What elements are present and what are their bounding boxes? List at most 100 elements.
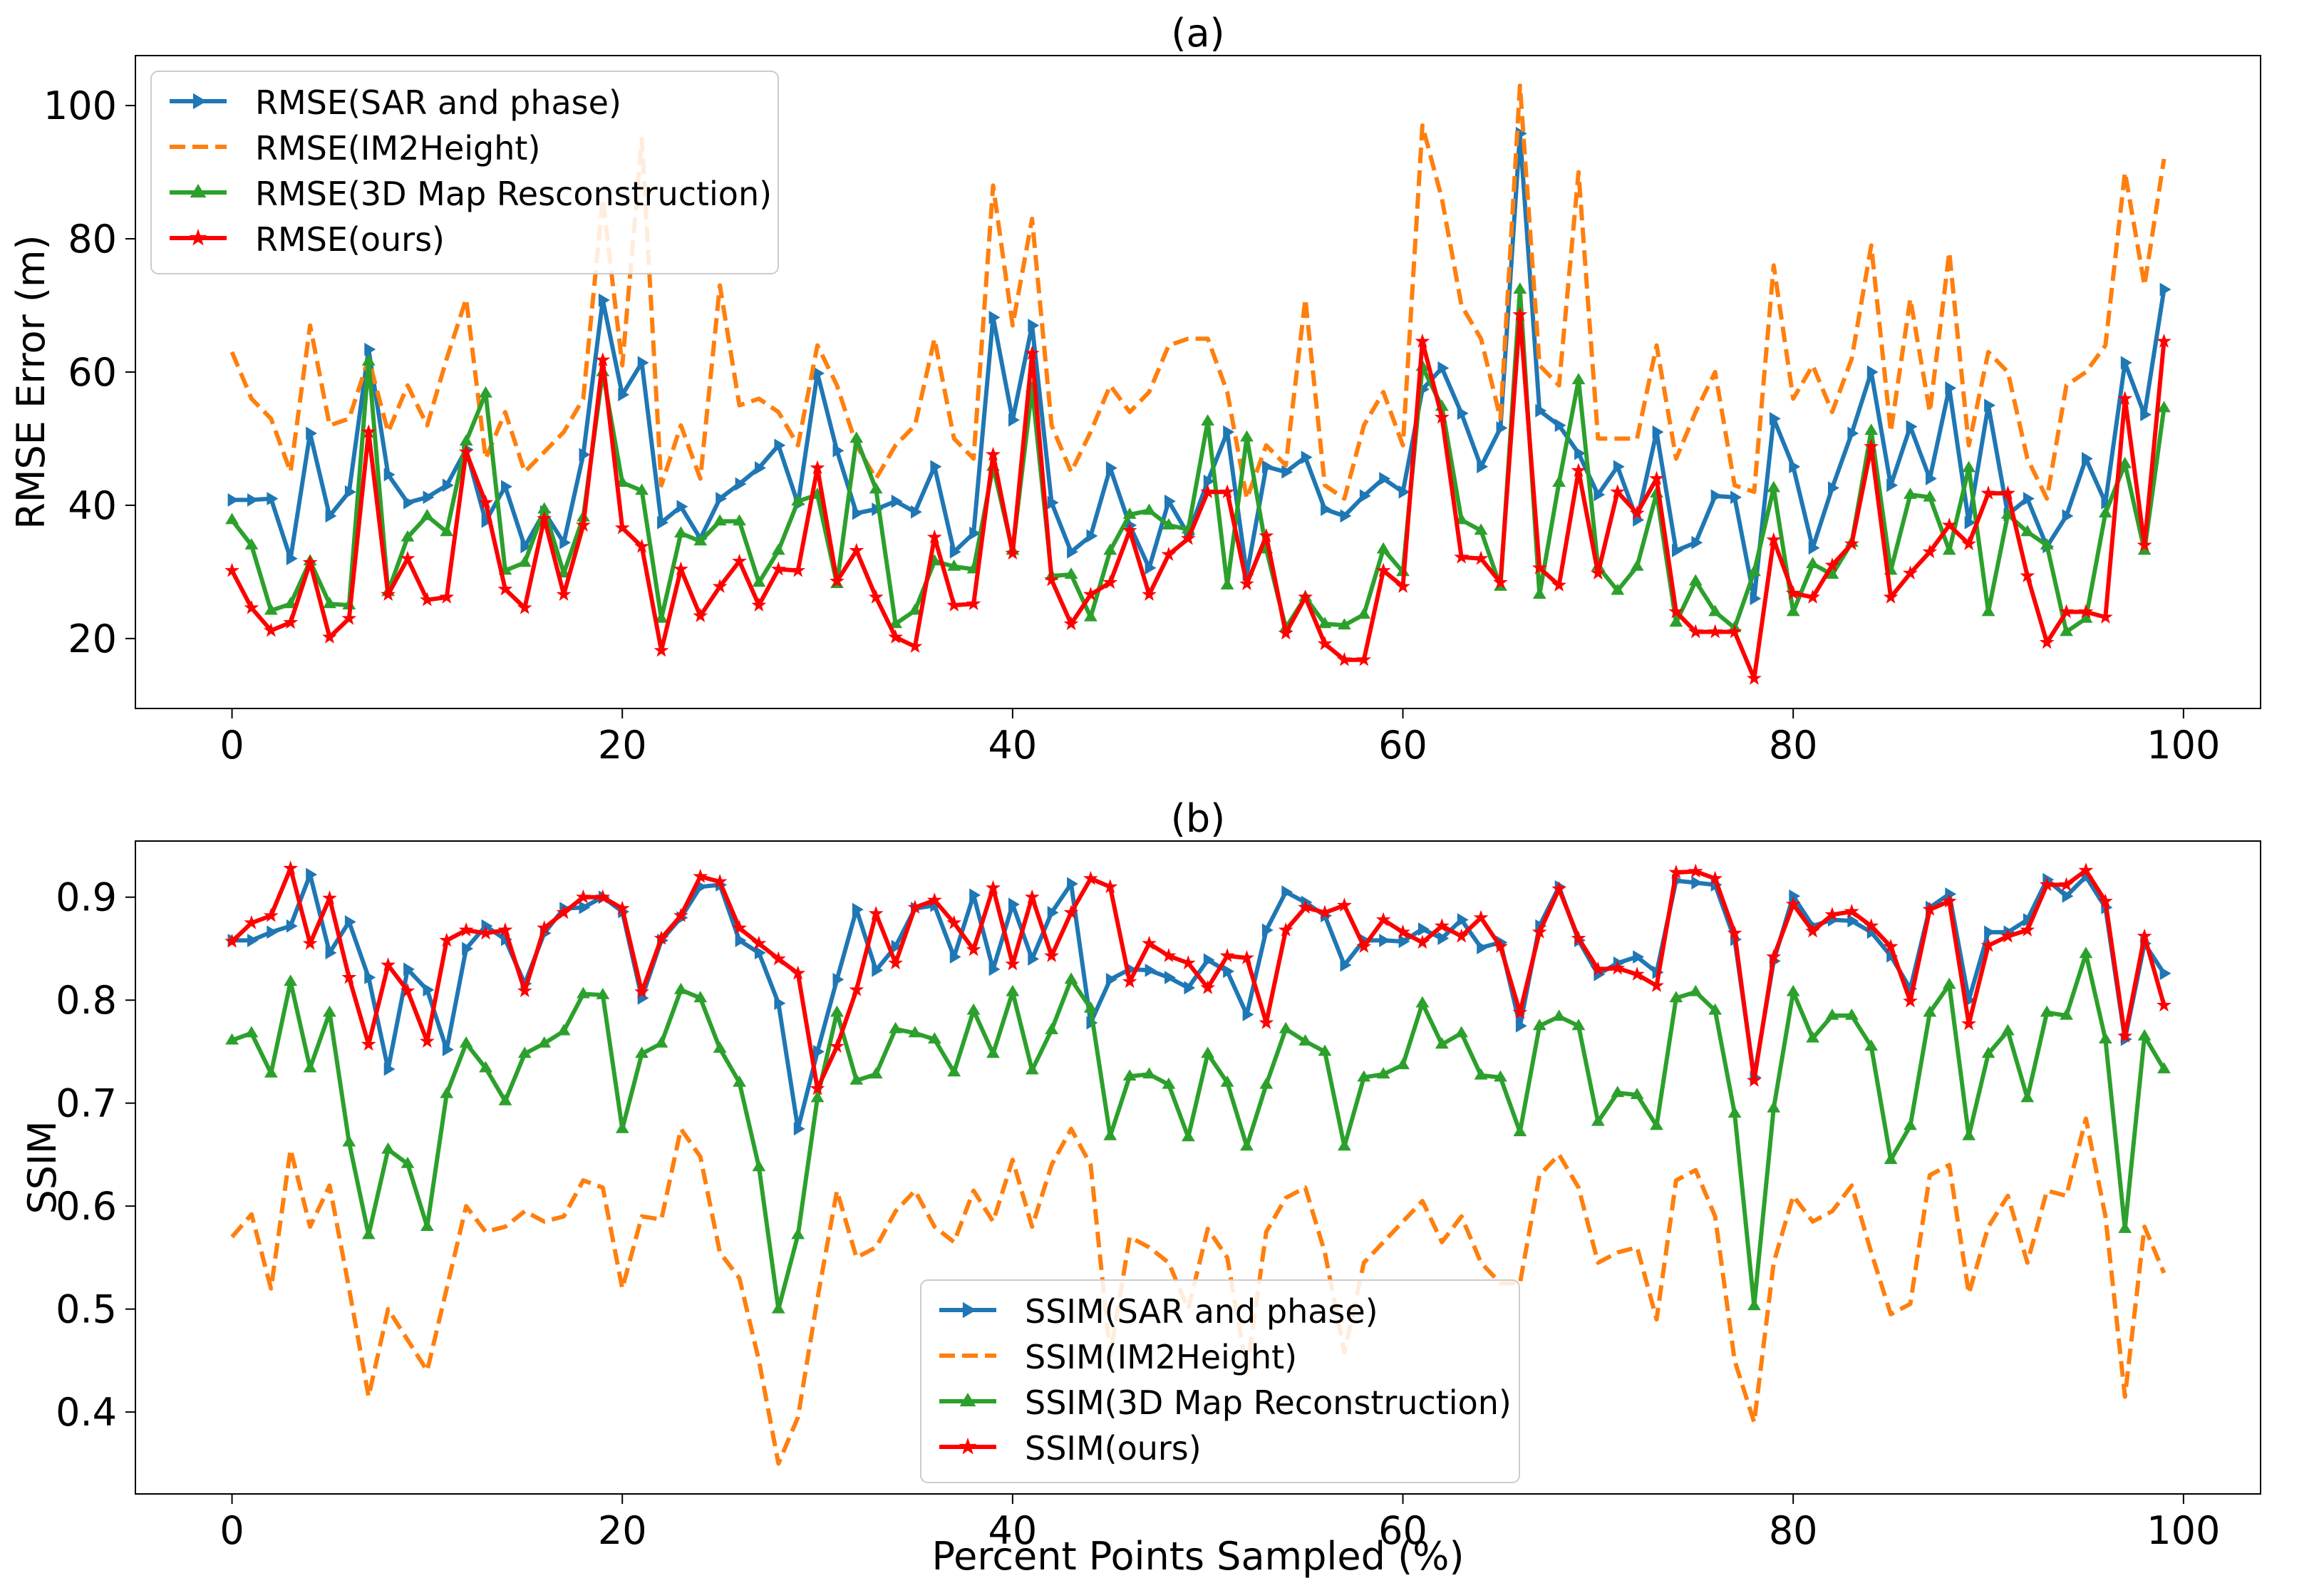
- legend-marker: [962, 1301, 976, 1319]
- data-point-ssim-sar-and-phase: [1261, 923, 1274, 937]
- data-point-ssim-ours: [770, 951, 786, 966]
- data-point-ssim-3d-map-reconstruction: [1376, 1067, 1390, 1079]
- x-tick-label: 20: [598, 723, 647, 768]
- data-point-rmse-sar-and-phase: [1301, 450, 1313, 465]
- data-point-rmse-ours: [1161, 547, 1177, 561]
- y-tick-label: 100: [43, 83, 117, 128]
- data-point-rmse-sar-and-phase: [1964, 515, 1976, 530]
- data-point-ssim-ours: [1746, 1072, 1762, 1087]
- data-point-rmse-sar-and-phase: [1769, 412, 1781, 426]
- data-point-rmse-ours: [1941, 517, 1957, 532]
- data-point-ssim-sar-and-phase: [1437, 932, 1450, 945]
- data-point-rmse-sar-and-phase: [735, 477, 747, 491]
- data-point-ssim-3d-map-reconstruction: [1591, 1114, 1605, 1126]
- data-point-rmse-ours: [2157, 333, 2171, 348]
- data-point-ssim-3d-map-reconstruction: [673, 982, 688, 994]
- data-point-ssim-ours: [1708, 870, 1723, 885]
- data-point-ssim-ours: [1571, 930, 1586, 945]
- data-point-rmse-sar-and-phase: [637, 356, 649, 370]
- data-point-ssim-sar-and-phase: [891, 939, 903, 954]
- legend-label-ssim-3d-map: SSIM(3D Map Reconstruction): [1025, 1383, 1512, 1422]
- data-point-rmse-sar-and-phase: [481, 514, 493, 528]
- data-point-ssim-ours: [517, 983, 532, 998]
- y-tick-label: 0.8: [56, 978, 117, 1023]
- data-point-ssim-ours: [1590, 961, 1606, 976]
- data-point-ssim-3d-map-reconstruction: [849, 1073, 864, 1085]
- data-point-rmse-sar-and-phase: [1028, 319, 1040, 332]
- data-point-ssim-ours: [986, 880, 1001, 895]
- series-ssim-im2height: [230, 1116, 2167, 1466]
- x-tick-label: 100: [2147, 723, 2220, 768]
- data-point-rmse-sar-and-phase: [325, 509, 337, 523]
- data-point-ssim-ours: [1883, 939, 1899, 953]
- legend-label-ssim-sar-and-phase: SSIM(SAR and phase): [1025, 1292, 1378, 1331]
- data-point-rmse-3d-map-resconstruction: [2020, 525, 2035, 537]
- data-point-ssim-3d-map-reconstruction: [1630, 1088, 1644, 1099]
- data-point-ssim-sar-and-phase: [267, 925, 279, 939]
- data-point-rmse-3d-map-resconstruction: [1083, 609, 1098, 622]
- data-point-ssim-3d-map-reconstruction: [264, 1066, 278, 1078]
- data-point-ssim-ours: [1649, 977, 1664, 992]
- data-point-ssim-sar-and-phase: [1164, 971, 1176, 984]
- x-tick-label: 60: [1378, 1508, 1427, 1553]
- series-layer-ssim: [224, 860, 2171, 1466]
- data-point-rmse-ours: [1688, 624, 1703, 639]
- data-point-ssim-3d-map-reconstruction: [1415, 996, 1430, 1008]
- data-point-ssim-3d-map-reconstruction: [1279, 1021, 1293, 1033]
- data-point-ssim-ours: [1044, 948, 1060, 962]
- data-point-ssim-sar-and-phase: [872, 963, 884, 977]
- data-point-ssim-ours: [654, 930, 669, 945]
- data-point-rmse-ours: [1512, 306, 1528, 321]
- data-point-rmse-sar-and-phase: [344, 485, 356, 499]
- legend-item-ssim-ours: SSIM(ours): [939, 1429, 1202, 1468]
- data-point-rmse-ours: [2000, 485, 2015, 500]
- legend-swatch-ssim-sar-and-phase: [939, 1301, 996, 1319]
- data-point-rmse-ours: [1844, 536, 1859, 551]
- data-point-rmse-ours: [302, 555, 318, 569]
- data-point-rmse-sar-and-phase: [774, 438, 786, 453]
- data-point-ssim-ours: [2117, 1028, 2133, 1043]
- data-point-ssim-sar-and-phase: [579, 900, 591, 914]
- data-point-rmse-ours: [2059, 604, 2074, 619]
- data-point-rmse-3d-map-resconstruction: [1337, 618, 1351, 630]
- series-line-ssim-ours: [230, 866, 2167, 1091]
- data-point-rmse-sar-and-phase: [2082, 452, 2093, 465]
- data-point-ssim-ours: [790, 965, 806, 980]
- data-point-rmse-sar-and-phase: [1866, 365, 1879, 379]
- data-point-rmse-ours: [810, 460, 825, 475]
- data-point-rmse-ours: [458, 444, 474, 459]
- data-point-ssim-3d-map-reconstruction: [225, 1033, 239, 1045]
- data-point-ssim-3d-map-reconstruction: [2157, 1062, 2171, 1073]
- data-point-ssim-3d-map-reconstruction: [1474, 1068, 1488, 1080]
- data-point-rmse-3d-map-resconstruction: [1904, 488, 1917, 499]
- data-point-rmse-sar-and-phase: [1594, 488, 1606, 502]
- data-point-rmse-sar-and-phase: [501, 480, 512, 494]
- data-point-ssim-ours: [595, 889, 611, 904]
- data-point-ssim-3d-map-reconstruction: [577, 986, 590, 999]
- data-point-ssim-ours: [888, 955, 904, 970]
- data-point-rmse-ours: [790, 562, 806, 577]
- data-point-ssim-sar-and-phase: [755, 946, 766, 960]
- legend-marker: [959, 1393, 976, 1407]
- data-point-rmse-3d-map-resconstruction: [401, 530, 415, 542]
- data-point-ssim-sar-and-phase: [793, 1122, 805, 1136]
- data-point-ssim-3d-map-reconstruction: [830, 1005, 844, 1017]
- data-point-rmse-sar-and-phase: [716, 492, 728, 505]
- data-point-ssim-ours: [439, 932, 455, 947]
- data-point-ssim-3d-map-reconstruction: [771, 1301, 785, 1314]
- data-point-rmse-sar-and-phase: [755, 461, 766, 475]
- data-point-rmse-ours: [1180, 530, 1196, 545]
- data-point-rmse-ours: [283, 614, 299, 629]
- data-point-rmse-3d-map-resconstruction: [1571, 373, 1586, 385]
- data-point-rmse-sar-and-phase: [1457, 406, 1469, 421]
- data-point-ssim-ours: [2078, 862, 2094, 877]
- data-point-ssim-ours: [751, 935, 767, 950]
- data-point-rmse-ours: [478, 495, 493, 510]
- data-point-ssim-ours: [1083, 870, 1098, 885]
- data-point-ssim-ours: [497, 922, 513, 937]
- data-point-rmse-ours: [1044, 572, 1060, 587]
- data-point-rmse-sar-and-phase: [1808, 541, 1820, 555]
- data-point-rmse-ours: [712, 578, 728, 593]
- data-point-rmse-3d-map-resconstruction: [1122, 507, 1137, 519]
- data-point-ssim-ours: [556, 904, 572, 919]
